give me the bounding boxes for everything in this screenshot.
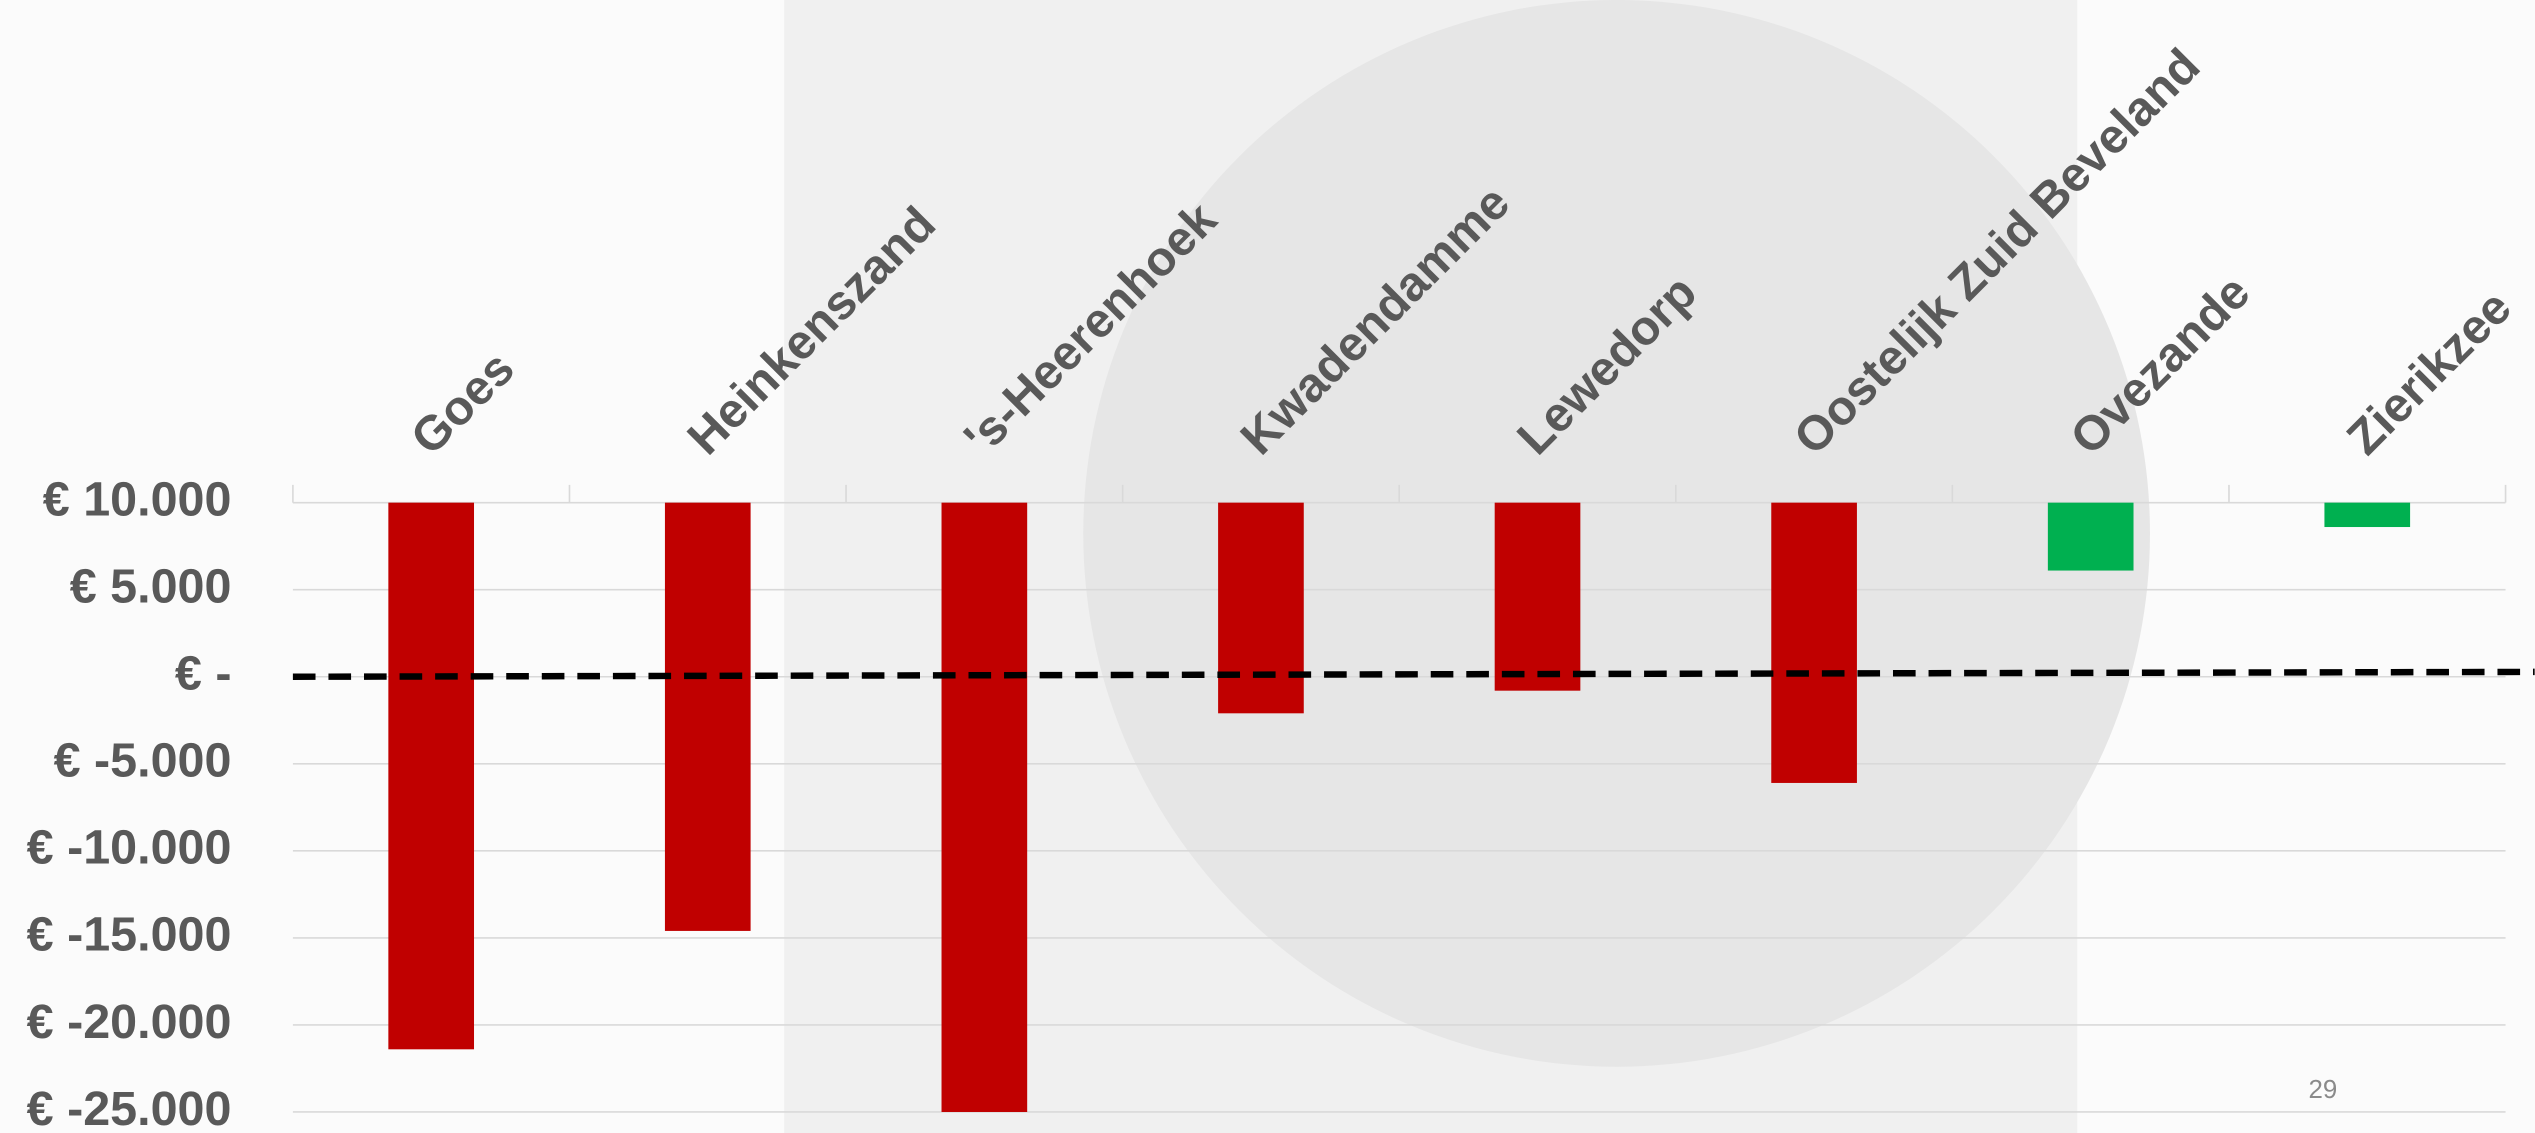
y-tick-label: € -10.000 (27, 821, 232, 875)
bar (1218, 502, 1304, 714)
bar (2047, 502, 2134, 571)
y-tick-label: € -15.000 (27, 908, 232, 962)
y-tick-label: € -5.000 (54, 734, 232, 788)
y-tick-label: € 10.000 (43, 472, 232, 526)
bar (1494, 502, 1581, 691)
watermark (1083, 0, 2150, 1067)
bar (2324, 502, 2411, 528)
page-number: 29 (2309, 1076, 2338, 1104)
bar (388, 502, 475, 1050)
zero-line (292, 668, 2535, 680)
bar (1771, 502, 1857, 783)
y-tick-label: € -25.000 (27, 1082, 232, 1133)
y-tick-label: € - (175, 647, 232, 701)
bar (941, 502, 1028, 1112)
y-tick-label: € 5.000 (70, 560, 232, 614)
y-tick-label: € -20.000 (27, 995, 232, 1049)
bar (664, 502, 751, 931)
